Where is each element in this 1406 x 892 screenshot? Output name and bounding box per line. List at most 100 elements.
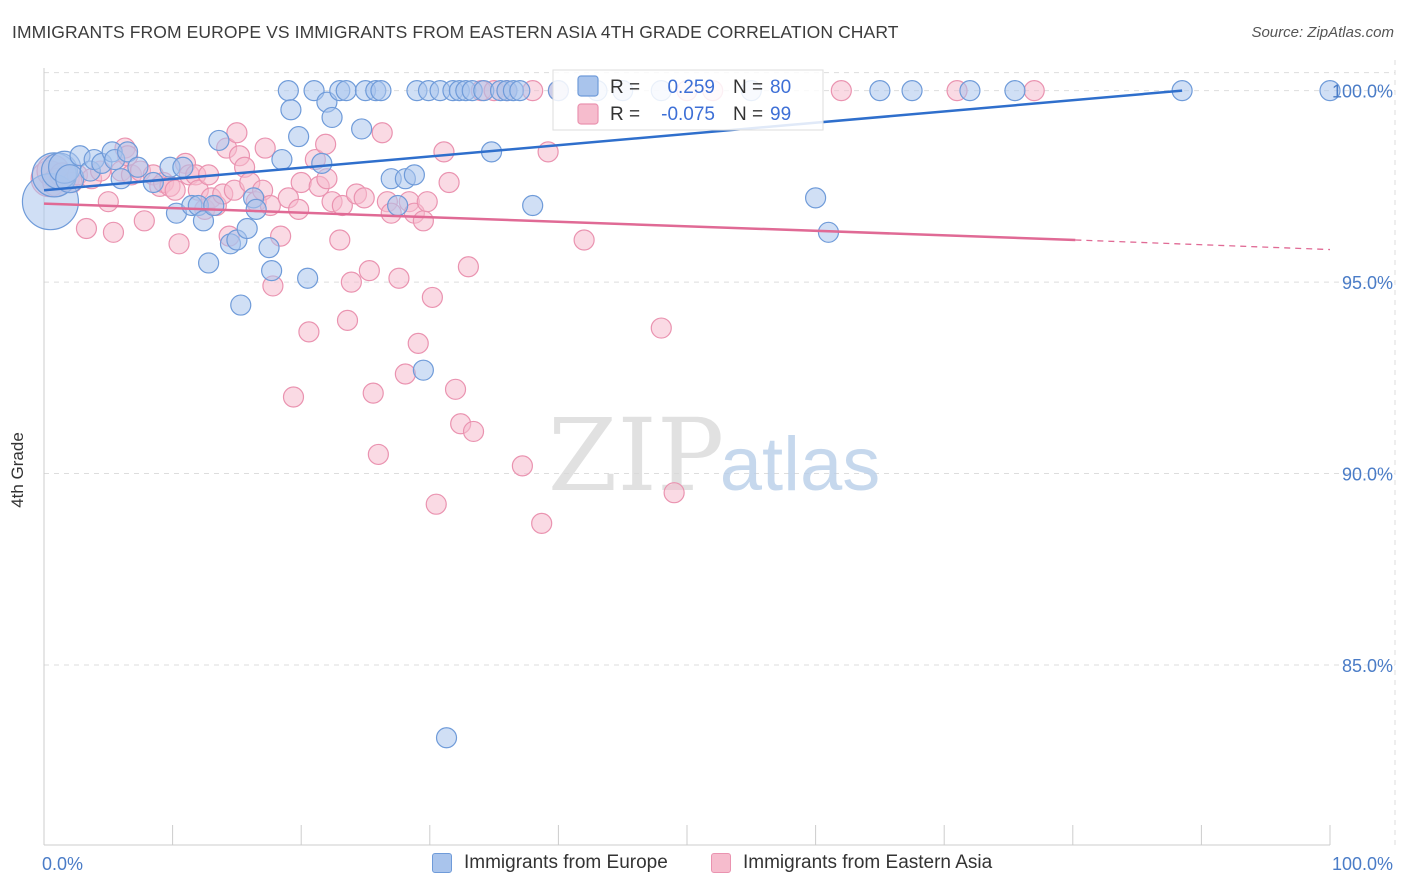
legend-r-label-asia: R = [610, 104, 640, 125]
point-europe [403, 164, 425, 186]
legend-n-value-europe: 80 [770, 77, 791, 98]
x-tick-label: 0.0% [42, 854, 83, 874]
point-europe [387, 194, 409, 217]
point-eastern-asia [367, 443, 389, 466]
point-europe [522, 194, 544, 217]
point-europe [192, 210, 215, 232]
legend-item-europe[interactable]: Immigrants from Europe [432, 852, 668, 874]
point-eastern-asia [358, 260, 380, 282]
x-tick-label: 100.0% [1332, 854, 1393, 874]
point-eastern-asia [362, 382, 384, 404]
legend-stats: R = 0.259 N = 80 R = -0.075 N = 99 [552, 69, 824, 131]
point-europe [203, 194, 225, 217]
point-eastern-asia [298, 321, 320, 343]
point-eastern-asia [290, 171, 312, 194]
point-europe [271, 148, 293, 171]
point-eastern-asia [650, 317, 672, 339]
point-eastern-asia [226, 122, 248, 144]
legend-item-asia[interactable]: Immigrants from Eastern Asia [711, 852, 992, 874]
watermark: ZIP atlas [548, 397, 880, 514]
point-eastern-asia [282, 386, 305, 408]
points-europe [21, 80, 1341, 749]
point-eastern-asia [433, 141, 455, 163]
point-europe [208, 129, 230, 152]
point-eastern-asia [102, 221, 125, 243]
trend-line-europe [43, 89, 1183, 192]
legend-series-swatch-europe [432, 853, 452, 873]
point-europe [901, 80, 923, 102]
point-europe [110, 168, 132, 190]
point-eastern-asia [75, 217, 98, 240]
legend-r-value-asia: -0.075 [661, 104, 715, 125]
point-eastern-asia [830, 80, 852, 102]
point-europe [288, 125, 310, 148]
legend-r-label-europe: R = [610, 77, 640, 98]
point-europe [509, 80, 531, 102]
point-europe [959, 80, 981, 102]
point-eastern-asia [254, 137, 276, 159]
point-eastern-asia [573, 229, 595, 251]
point-europe [277, 80, 299, 102]
point-europe [261, 260, 283, 282]
point-eastern-asia [462, 420, 485, 443]
point-eastern-asia [394, 363, 416, 385]
legend-swatch-asia [577, 103, 599, 125]
point-europe [245, 198, 267, 220]
point-europe [236, 217, 258, 240]
point-eastern-asia [288, 198, 310, 220]
point-europe [351, 118, 373, 140]
legend-series: Immigrants from Europe Immigrants from E… [0, 852, 1406, 878]
point-europe [116, 141, 139, 163]
legend-series-swatch-asia [711, 853, 731, 873]
point-europe [127, 156, 149, 178]
grid-lines [44, 60, 1396, 845]
point-eastern-asia [457, 256, 479, 278]
point-europe [1319, 80, 1341, 102]
point-eastern-asia [371, 122, 393, 144]
point-europe [142, 171, 164, 194]
point-eastern-asia [407, 332, 429, 354]
point-eastern-asia [412, 210, 434, 232]
point-eastern-asia [353, 187, 375, 209]
trend-lines [43, 89, 1331, 251]
trend-line-eastern-asia-extension [1075, 239, 1331, 251]
legend-n-label-asia: N = [733, 104, 763, 125]
y-tick-labels: 100.0% 95.0% 90.0% 85.0% [1332, 82, 1393, 676]
point-eastern-asia [331, 194, 353, 217]
point-eastern-asia [168, 233, 190, 255]
points-eastern-asia [30, 80, 1045, 534]
point-eastern-asia [133, 210, 155, 232]
point-europe [230, 294, 252, 316]
point-europe [198, 252, 220, 274]
point-eastern-asia [511, 455, 533, 477]
legend-swatch-europe [577, 75, 599, 97]
point-europe [869, 80, 891, 102]
point-eastern-asia [531, 512, 553, 534]
point-europe [1004, 80, 1026, 102]
point-europe [280, 99, 302, 121]
point-eastern-asia [388, 267, 410, 289]
point-europe [804, 187, 827, 209]
point-europe [321, 106, 343, 129]
point-eastern-asia [97, 191, 119, 213]
point-eastern-asia [329, 229, 351, 251]
point-europe [258, 237, 280, 259]
trend-line-eastern-asia [43, 202, 1076, 242]
point-eastern-asia [438, 171, 460, 194]
point-europe [335, 80, 357, 102]
point-eastern-asia [315, 133, 337, 155]
legend-series-label-europe: Immigrants from Europe [464, 852, 668, 873]
point-eastern-asia [416, 191, 438, 213]
y-tick-label: 95.0% [1342, 273, 1393, 293]
legend-n-label-europe: N = [733, 77, 763, 98]
legend-series-label-asia: Immigrants from Eastern Asia [743, 852, 993, 873]
watermark-atlas: atlas [720, 422, 881, 507]
point-europe [412, 359, 434, 381]
watermark-zip: ZIP [548, 397, 724, 514]
chart-title: IMMIGRANTS FROM EUROPE VS IMMIGRANTS FRO… [12, 22, 899, 42]
legend-n-value-asia: 99 [770, 104, 791, 125]
source-label: Source: ZipAtlas.com [1251, 24, 1394, 41]
point-europe [311, 152, 333, 174]
point-europe [370, 80, 392, 102]
y-tick-label: 85.0% [1342, 656, 1393, 676]
